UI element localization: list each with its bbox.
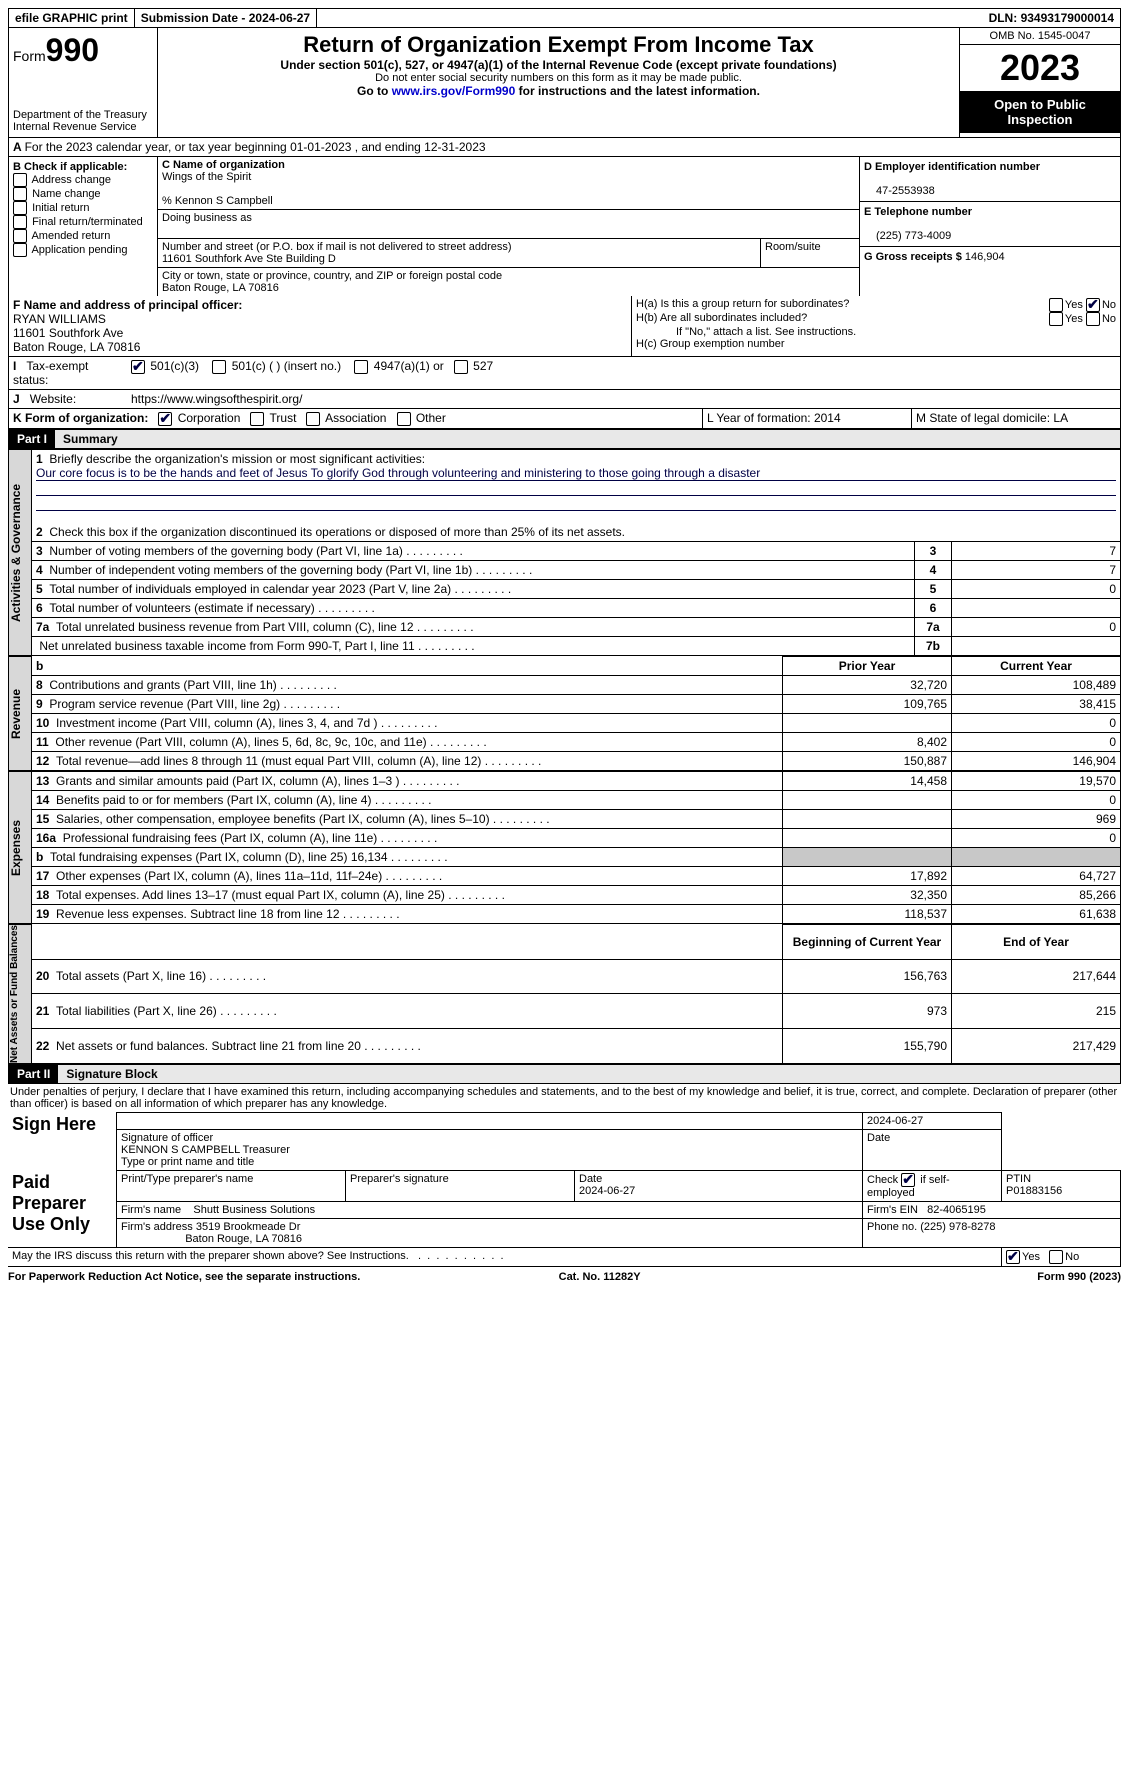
ptin: P01883156 [1006, 1185, 1062, 1197]
chk-ha-yes[interactable] [1049, 298, 1063, 312]
link-form990[interactable]: www.irs.gov/Form990 [392, 84, 516, 98]
form-number: Form990 [13, 32, 153, 69]
phone: (225) 773-4009 [864, 230, 951, 242]
row-i-tax-status: I Tax-exempt status: 501(c)(3) 501(c) ( … [8, 357, 1121, 390]
chk-final-return[interactable] [13, 215, 27, 229]
website-url: https://www.wingsofthespirit.org/ [127, 390, 306, 408]
perjury-declaration: Under penalties of perjury, I declare th… [8, 1084, 1121, 1112]
chk-address-change[interactable] [13, 173, 27, 187]
chk-amended[interactable] [13, 229, 27, 243]
officer-name: RYAN WILLIAMS [13, 312, 106, 326]
dln: DLN: 93493179000014 [983, 9, 1120, 27]
part2-header: Part IISignature Block [8, 1064, 1121, 1084]
part1-header: Part ISummary [8, 429, 1121, 449]
summary-revenue: b Prior Year Current Year 8 Contribution… [32, 656, 1121, 771]
chk-hb-yes[interactable] [1049, 312, 1063, 326]
vlabel-revenue: Revenue [8, 656, 32, 771]
chk-527[interactable] [454, 360, 468, 374]
line-a-period: A For the 2023 calendar year, or tax yea… [8, 138, 1121, 157]
box-c: C Name of organization Wings of the Spir… [158, 157, 859, 296]
submission-date: Submission Date - 2024-06-27 [135, 9, 317, 27]
org-name: Wings of the Spirit [162, 171, 251, 183]
firm-ein: 82-4065195 [927, 1204, 986, 1216]
subtitle-2: Do not enter social security numbers on … [162, 72, 955, 84]
row-j-website: J Website: https://www.wingsofthespirit.… [8, 390, 1121, 409]
firm-name: Shutt Business Solutions [193, 1204, 315, 1216]
top-bar: efile GRAPHIC print Submission Date - 20… [8, 8, 1121, 28]
form-title: Return of Organization Exempt From Incom… [162, 32, 955, 58]
chk-4947[interactable] [354, 360, 368, 374]
chk-initial-return[interactable] [13, 201, 27, 215]
chk-self-employed[interactable] [901, 1173, 915, 1187]
vlabel-expenses: Expenses [8, 771, 32, 924]
page-footer: For Paperwork Reduction Act Notice, see … [8, 1267, 1121, 1283]
open-inspection: Open to Public Inspection [960, 91, 1120, 133]
chk-hb-no[interactable] [1086, 312, 1100, 326]
box-d-to-g: D Employer identification number47-25539… [859, 157, 1120, 296]
chk-discuss-yes[interactable] [1006, 1250, 1020, 1264]
vlabel-net-assets: Net Assets or Fund Balances [8, 924, 32, 1064]
chk-name-change[interactable] [13, 187, 27, 201]
block-f-h: F Name and address of principal officer:… [8, 296, 1121, 357]
summary-governance: 1 Briefly describe the organization's mi… [32, 449, 1121, 656]
sig-date: 2024-06-27 [863, 1112, 1002, 1129]
signature-block: Sign Here 2024-06-27 Signature of office… [8, 1112, 1121, 1267]
dept-irs: Internal Revenue Service [13, 121, 153, 133]
firm-addr: Baton Rouge, LA 70816 [185, 1233, 302, 1245]
efile-label: efile GRAPHIC print [9, 9, 135, 27]
year-formation: L Year of formation: 2014 [702, 409, 911, 428]
subtitle-1: Under section 501(c), 527, or 4947(a)(1)… [162, 58, 955, 72]
chk-ha-no[interactable] [1086, 298, 1100, 312]
summary-net-assets: Beginning of Current Year End of Year 20… [32, 924, 1121, 1064]
box-b: B Check if applicable: Address change Na… [9, 157, 158, 296]
vlabel-governance: Activities & Governance [8, 449, 32, 656]
mission-text: Our core focus is to be the hands and fe… [36, 466, 1116, 481]
chk-app-pending[interactable] [13, 243, 27, 257]
officer-sig: KENNON S CAMPBELL Treasurer [121, 1144, 290, 1156]
chk-other[interactable] [397, 412, 411, 426]
dept-treasury: Department of the Treasury [13, 109, 153, 121]
chk-501c[interactable] [212, 360, 226, 374]
ein: 47-2553938 [864, 185, 935, 197]
chk-trust[interactable] [250, 412, 264, 426]
block-b-to-g: B Check if applicable: Address change Na… [8, 157, 1121, 296]
chk-discuss-no[interactable] [1049, 1250, 1063, 1264]
form-header: Form990 Department of the Treasury Inter… [8, 28, 1121, 138]
tax-year: 2023 [960, 45, 1120, 91]
street-address: 11601 Southfork Ave Ste Building D [162, 253, 336, 265]
chk-corp[interactable] [158, 412, 172, 426]
chk-assoc[interactable] [306, 412, 320, 426]
care-of: % Kennon S Campbell [162, 195, 273, 207]
firm-phone: (225) 978-8278 [920, 1221, 995, 1233]
subtitle-3: Go to www.irs.gov/Form990 for instructio… [162, 84, 955, 98]
row-k-l-m: K Form of organization: Corporation Trus… [8, 409, 1121, 429]
gross-receipts: 146,904 [965, 251, 1005, 263]
chk-501c3[interactable] [131, 360, 145, 374]
summary-expenses: 13 Grants and similar amounts paid (Part… [32, 771, 1121, 924]
omb-number: OMB No. 1545-0047 [960, 28, 1120, 45]
city-state-zip: Baton Rouge, LA 70816 [162, 282, 279, 294]
state-domicile: M State of legal domicile: LA [911, 409, 1120, 428]
